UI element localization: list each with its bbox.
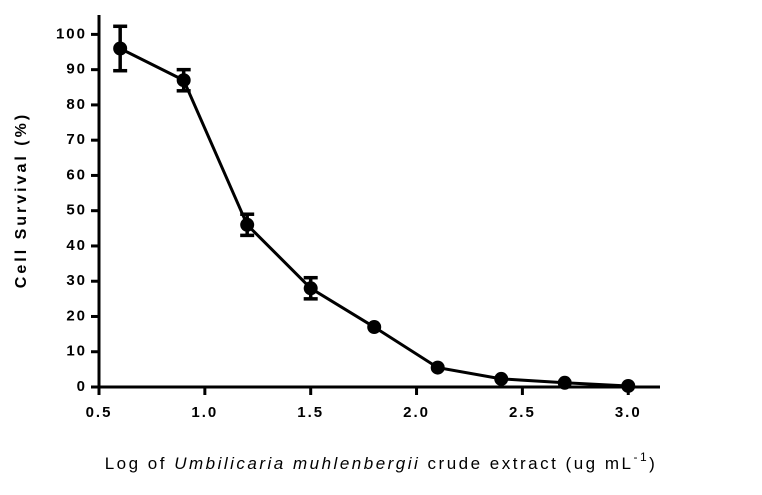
- x-label-part: -1: [633, 450, 649, 464]
- x-tick-label: 1.0: [191, 404, 218, 421]
- line: [119, 47, 629, 388]
- data-point: [557, 375, 572, 390]
- y-tick-label: 90: [66, 61, 87, 78]
- data-point: [621, 378, 636, 393]
- y-tick-label: 80: [66, 96, 87, 113]
- y-axis-label: Cell Survival (%): [13, 112, 30, 288]
- y-tick-label: 40: [66, 237, 87, 254]
- y-tick-label: 10: [66, 343, 87, 360]
- data-point: [494, 371, 509, 386]
- y-tick-label: 30: [66, 272, 87, 289]
- x-label-part: Log of: [105, 454, 175, 473]
- x-label-part: Umbilicaria muhlenbergii: [174, 454, 420, 473]
- data-point: [303, 281, 318, 296]
- y-tick-label: 0: [77, 378, 87, 395]
- x-tick-label: 2.5: [509, 404, 536, 421]
- data-point: [240, 217, 255, 232]
- data-point: [430, 360, 445, 375]
- y-tick-label: 20: [66, 307, 87, 324]
- x-label-part: crude extract (ug mL: [420, 454, 633, 473]
- x-tick-label: 2.0: [403, 404, 430, 421]
- x-tick-label: 1.5: [297, 404, 324, 421]
- x-label-part: ): [649, 454, 657, 473]
- x-axis-label: Log of Umbilicaria muhlenbergii crude ex…: [105, 450, 658, 473]
- data-point: [113, 41, 128, 56]
- data-point: [176, 73, 191, 88]
- y-tick-label: 100: [56, 25, 87, 42]
- y-tick-label: 50: [66, 202, 87, 219]
- y-tick-label: 70: [66, 131, 87, 148]
- x-tick-label: 3.0: [615, 404, 642, 421]
- y-tick-label: 60: [66, 166, 87, 183]
- x-tick-label: 0.5: [86, 404, 113, 421]
- data-point: [367, 320, 382, 335]
